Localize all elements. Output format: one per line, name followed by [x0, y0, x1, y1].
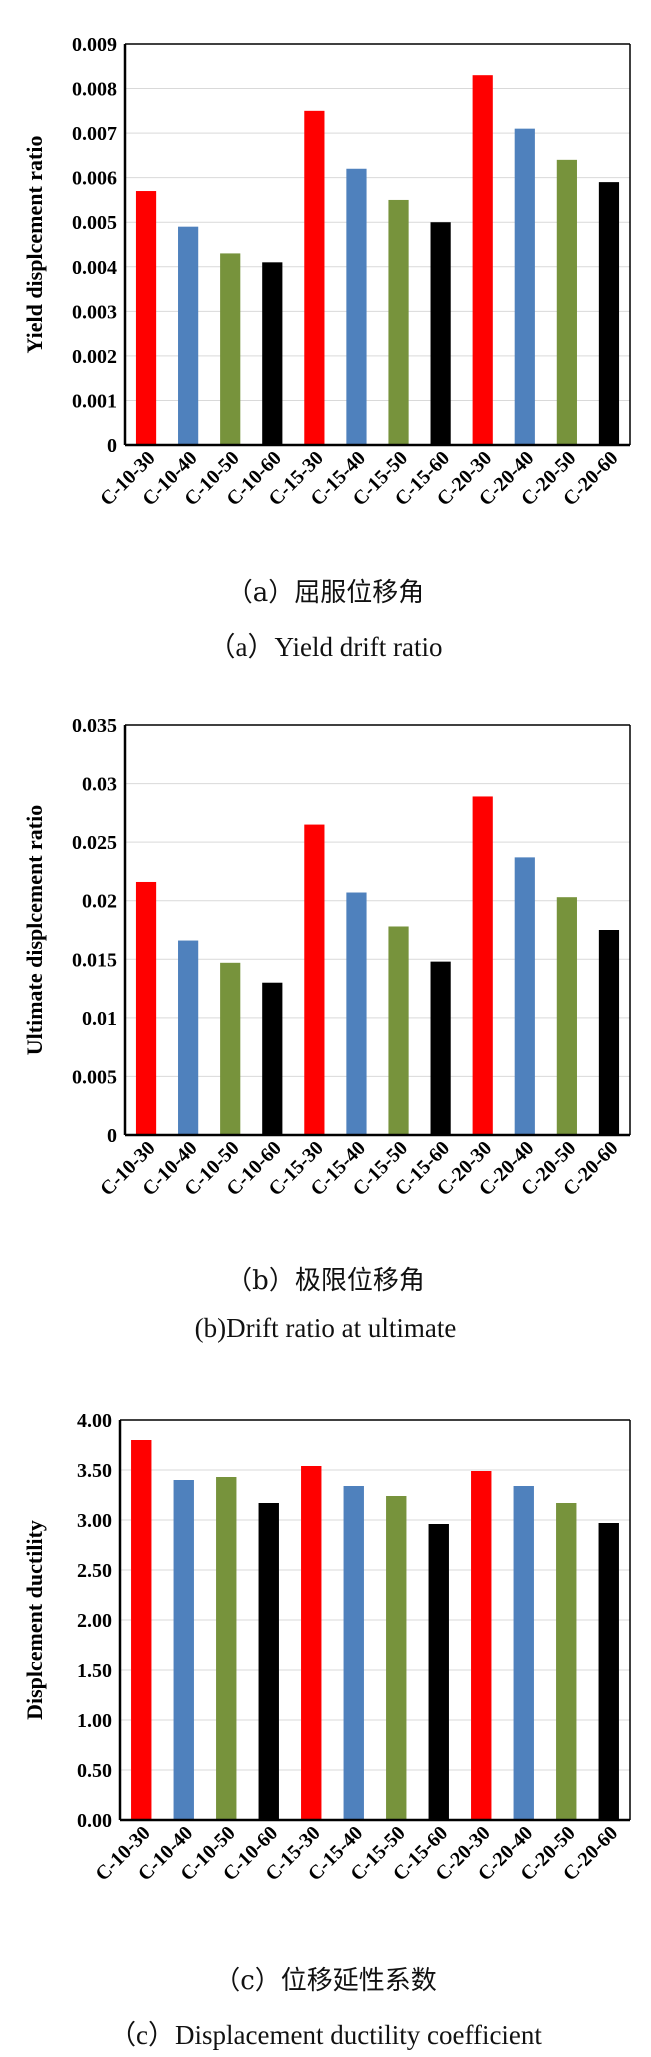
- bar-C-20-30: [472, 796, 493, 1135]
- bar-C-20-60: [598, 930, 620, 1135]
- bar-C-10-40: [178, 940, 199, 1135]
- bar-C-10-40: [173, 1480, 194, 1820]
- bar-C-10-40: [178, 226, 199, 445]
- caption-en: （c）Displacement ductility coefficient: [109, 2020, 542, 2050]
- caption-en: （a）Yield drift ratio: [208, 632, 443, 662]
- bar-C-15-50: [386, 1496, 407, 1820]
- y-tick-label: 3.00: [77, 1510, 112, 1532]
- bar-C-20-40: [514, 857, 535, 1135]
- y-tick-label: 1.50: [77, 1660, 112, 1682]
- bar-C-20-50: [556, 897, 577, 1135]
- y-tick-label: 0.008: [72, 79, 117, 101]
- bar-C-20-60: [598, 1523, 619, 1820]
- y-axis-title: Ultimate displcement ratio: [22, 805, 47, 1056]
- y-tick-label: 0.035: [72, 715, 117, 737]
- bar-C-20-50: [556, 159, 577, 445]
- bar-C-20-40: [514, 128, 535, 445]
- bar-C-10-30: [135, 881, 157, 1135]
- bar-C-10-30: [131, 1440, 152, 1820]
- bar-C-10-50: [216, 1477, 237, 1820]
- bar-C-20-60: [598, 182, 620, 445]
- bar-C-20-30: [471, 1471, 492, 1820]
- bar-C-10-50: [220, 962, 241, 1135]
- y-tick-label: 0.01: [82, 1008, 117, 1030]
- bar-C-15-60: [430, 961, 451, 1135]
- y-tick-label: 0.009: [72, 34, 117, 56]
- y-tick-label: 0: [107, 1125, 117, 1147]
- bar-C-10-30: [135, 191, 157, 445]
- bar-C-15-40: [346, 168, 367, 445]
- y-tick-label: 0: [107, 435, 117, 457]
- y-tick-label: 0.006: [72, 168, 117, 190]
- bar-C-15-60: [428, 1524, 449, 1820]
- y-tick-label: 0.002: [72, 346, 117, 368]
- y-tick-label: 0.007: [72, 123, 117, 145]
- bar-C-10-50: [220, 253, 241, 445]
- bar-C-15-40: [343, 1486, 364, 1820]
- y-tick-label: 0.03: [82, 774, 117, 796]
- y-tick-label: 0.001: [72, 390, 117, 412]
- bar-C-15-50: [388, 926, 409, 1135]
- y-axis-title: Displcement ductility: [22, 1520, 47, 1720]
- bar-C-10-60: [262, 262, 283, 445]
- y-tick-label: 0.005: [72, 212, 117, 234]
- y-tick-label: 0.00: [77, 1810, 112, 1832]
- bar-C-15-30: [304, 110, 325, 445]
- y-tick-label: 2.00: [77, 1610, 112, 1632]
- y-tick-label: 0.025: [72, 832, 117, 854]
- bar-C-20-30: [472, 75, 493, 445]
- bar-C-10-60: [258, 1503, 279, 1820]
- caption-en: (b)Drift ratio at ultimate: [194, 1313, 457, 1343]
- caption-cn: （c）位移延性系数: [214, 1966, 437, 1996]
- yield-drift-ratio-panel: 0 0.001 0.002 0.003 0.004 0.005 0.006 0.007 0.00…: [0, 0, 651, 670]
- bar-C-10-60: [262, 982, 283, 1135]
- y-tick-label: 0.004: [72, 257, 117, 279]
- bar-C-15-30: [304, 824, 325, 1135]
- y-tick-label: 2.50: [77, 1560, 112, 1582]
- ultimate-drift-ratio-chart: 0 0.005 0.01 0.015 0.02 0.025 0.03 0.035 Ultimat…: [22, 715, 631, 1200]
- caption-cn: （b）极限位移角: [226, 1266, 425, 1296]
- ductility-coefficient-panel: 0.00 0.50 1.00 1.50 2.00 2.50 3.00 3.50 4.00 Disp…: [0, 1370, 651, 2057]
- bar-C-15-30: [301, 1466, 322, 1820]
- bar-C-20-40: [513, 1486, 534, 1820]
- bar-C-15-60: [430, 222, 451, 445]
- y-axis-title: Yield displcement ratio: [22, 136, 47, 354]
- caption-cn: （a）屈服位移角: [226, 578, 425, 608]
- yield-drift-ratio-chart: 0 0.001 0.002 0.003 0.004 0.005 0.006 0.007 0.00…: [22, 34, 631, 510]
- ductility-coefficient-chart: 0.00 0.50 1.00 1.50 2.00 2.50 3.00 3.50 4.00 Disp…: [22, 1410, 631, 1885]
- y-tick-label: 1.00: [77, 1710, 112, 1732]
- bar-C-15-40: [346, 892, 367, 1135]
- y-tick-label: 0.015: [72, 949, 117, 971]
- bar-C-20-50: [556, 1503, 577, 1820]
- bar-C-15-50: [388, 199, 409, 445]
- y-tick-label: 0.50: [77, 1760, 112, 1782]
- y-tick-label: 0.005: [72, 1066, 117, 1088]
- y-tick-label: 4.00: [77, 1410, 112, 1432]
- ultimate-drift-ratio-panel: 0 0.005 0.01 0.015 0.02 0.025 0.03 0.035 Ultimat…: [0, 690, 651, 1365]
- y-tick-label: 3.50: [77, 1460, 112, 1482]
- y-tick-label: 0.02: [82, 891, 117, 913]
- y-tick-label: 0.003: [72, 301, 117, 323]
